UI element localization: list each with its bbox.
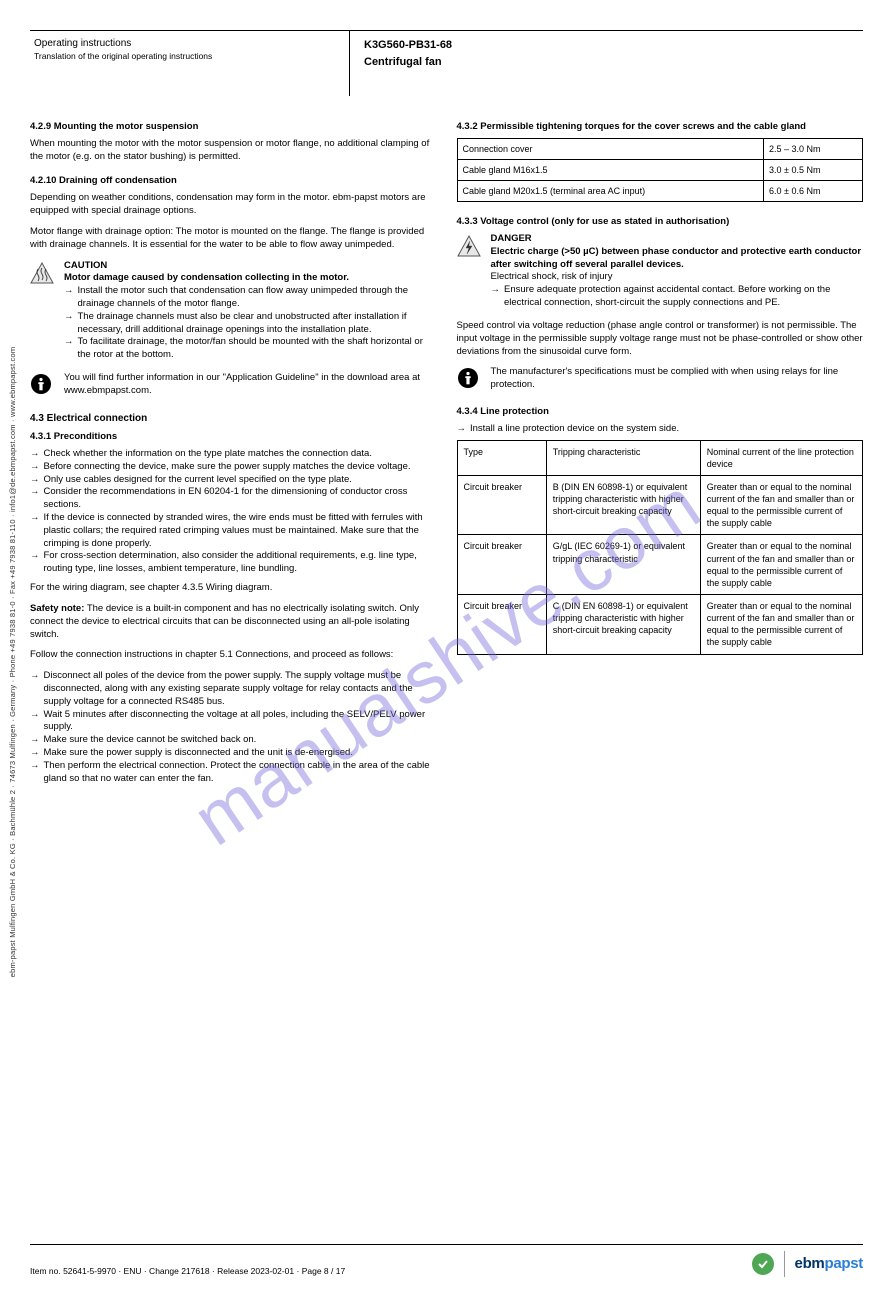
heading-433: 4.3.3 Voltage control (only for use as s…	[457, 216, 864, 229]
danger-sub: Electrical shock, risk of injury	[491, 271, 864, 284]
danger-title: Electric charge (>50 µC) between phase c…	[491, 246, 864, 272]
table-row: Cable gland M16x1.53.0 ± 0.5 Nm	[457, 159, 863, 180]
header-left: Operating instructions Translation of th…	[30, 31, 350, 96]
logo-ebm-part: ebm	[795, 1255, 825, 1272]
cell: C (DIN EN 60898-1) or equivalent trippin…	[546, 595, 700, 655]
green-tech-badge-icon	[752, 1253, 774, 1275]
hot-surface-icon	[30, 260, 56, 363]
cell: 3.0 ± 0.5 Nm	[764, 159, 863, 180]
table-row: Circuit breaker G/gL (IEC 60269-1) or eq…	[457, 535, 863, 595]
precond-4: Consider the recommendations in EN 60204…	[44, 486, 437, 512]
cell: Circuit breaker	[457, 595, 546, 655]
precond-5: If the device is connected by stranded w…	[44, 512, 437, 550]
cell: 2.5 – 3.0 Nm	[764, 138, 863, 159]
side-publisher-text: ebm-papst Mulfingen GmbH & Co. KG · Bach…	[8, 346, 18, 977]
footer-left-text: Item no. 52641-5-9970 · ENU · Change 217…	[30, 1266, 345, 1277]
header-right: K3G560-PB31-68 Centrifugal fan	[350, 31, 863, 96]
note-text-1: You will find further information in our…	[64, 372, 437, 398]
lineprot-arrow: Install a line protection device on the …	[470, 423, 679, 436]
para-433: Speed control via voltage reduction (pha…	[457, 320, 864, 358]
cell: Greater than or equal to the nominal cur…	[700, 595, 862, 655]
right-column: 4.3.2 Permissible tightening torques for…	[457, 121, 864, 785]
info-icon	[457, 366, 483, 392]
cell: Greater than or equal to the nominal cur…	[700, 475, 862, 535]
cell: Connection cover	[457, 138, 764, 159]
table-row: Type Tripping characteristic Nominal cur…	[457, 440, 863, 475]
follow-1: Disconnect all poles of the device from …	[44, 670, 437, 708]
precond-2: Before connecting the device, make sure …	[44, 461, 411, 474]
header-product-name: Centrifugal fan	[364, 54, 853, 71]
cell: G/gL (IEC 60269-1) or equivalent trippin…	[546, 535, 700, 595]
install-note: The device is a built-in component and h…	[30, 603, 419, 640]
heading-432: 4.3.2 Permissible tightening torques for…	[457, 121, 864, 134]
footer-right: ebmpapst	[752, 1251, 863, 1277]
safety-note-label: Safety note:	[30, 603, 84, 614]
follow-4: Make sure the power supply is disconnect…	[44, 747, 353, 760]
logo-papst-part: papst	[824, 1255, 863, 1272]
cell: Circuit breaker	[457, 535, 546, 595]
danger-label: DANGER	[491, 233, 864, 246]
danger-block: DANGER Electric charge (>50 µC) between …	[457, 233, 864, 310]
heading-431: 4.3.1 Preconditions	[30, 431, 437, 444]
wiring-ref: For the wiring diagram, see chapter 4.3.…	[30, 582, 437, 595]
heading-434: 4.3.4 Line protection	[457, 406, 864, 419]
heading-429: 4.2.9 Mounting the motor suspension	[30, 121, 437, 134]
header-left-line2: Translation of the original operating in…	[34, 51, 339, 63]
follow-3: Make sure the device cannot be switched …	[44, 734, 257, 747]
table-row: Circuit breaker B (DIN EN 60898-1) or eq…	[457, 475, 863, 535]
info-icon	[30, 372, 56, 398]
caution-label: CAUTION	[64, 260, 437, 273]
cell: B (DIN EN 60898-1) or equivalent trippin…	[546, 475, 700, 535]
content-columns: 4.2.9 Mounting the motor suspension When…	[30, 121, 863, 785]
heading-43: 4.3 Electrical connection	[30, 412, 437, 426]
footer-separator	[784, 1251, 785, 1277]
cell: Greater than or equal to the nominal cur…	[700, 535, 862, 595]
table-row: Cable gland M20x1.5 (terminal area AC in…	[457, 181, 863, 202]
cell: Cable gland M16x1.5	[457, 159, 764, 180]
follow-2: Wait 5 minutes after disconnecting the v…	[44, 709, 437, 735]
caution-arrow-2: The drainage channels must also be clear…	[78, 311, 437, 337]
caution-arrow-1: Install the motor such that condensation…	[78, 285, 437, 311]
note-text-2: The manufacturer's specifications must b…	[491, 366, 864, 392]
ebmpapst-logo: ebmpapst	[795, 1254, 863, 1274]
table-row: Connection cover2.5 – 3.0 Nm	[457, 138, 863, 159]
th: Type	[457, 440, 546, 475]
torque-table: Connection cover2.5 – 3.0 Nm Cable gland…	[457, 138, 864, 202]
th: Tripping characteristic	[546, 440, 700, 475]
precond-6: For cross-section determination, also co…	[44, 550, 437, 576]
follow-line: Follow the connection instructions in ch…	[30, 649, 437, 662]
shock-warning-icon	[457, 233, 483, 310]
caution-arrow-3: To facilitate drainage, the motor/fan sh…	[78, 336, 437, 362]
para-429: When mounting the motor with the motor s…	[30, 138, 437, 164]
note-block-1: You will find further information in our…	[30, 372, 437, 398]
para-4210-2: Motor flange with drainage option: The m…	[30, 226, 437, 252]
header-product-code: K3G560-PB31-68	[364, 37, 853, 54]
precond-1: Check whether the information on the typ…	[44, 448, 372, 461]
follow-5: Then perform the electrical connection. …	[44, 760, 437, 786]
cell: 6.0 ± 0.6 Nm	[764, 181, 863, 202]
left-column: 4.2.9 Mounting the motor suspension When…	[30, 121, 437, 785]
th: Nominal current of the line protection d…	[700, 440, 862, 475]
cell: Cable gland M20x1.5 (terminal area AC in…	[457, 181, 764, 202]
cell: Circuit breaker	[457, 475, 546, 535]
protection-table: Type Tripping characteristic Nominal cur…	[457, 440, 864, 655]
precond-3: Only use cables designed for the current…	[44, 474, 352, 487]
header-left-line1: Operating instructions	[34, 37, 339, 51]
caution-title: Motor damage caused by condensation coll…	[64, 272, 437, 285]
para-4210-1: Depending on weather conditions, condens…	[30, 192, 437, 218]
page-header: Operating instructions Translation of th…	[30, 31, 863, 96]
danger-arrow-1: Ensure adequate protection against accid…	[504, 284, 863, 310]
note-block-2: The manufacturer's specifications must b…	[457, 366, 864, 392]
page-footer: Item no. 52641-5-9970 · ENU · Change 217…	[30, 1244, 863, 1277]
caution-block: CAUTION Motor damage caused by condensat…	[30, 260, 437, 363]
table-row: Circuit breaker C (DIN EN 60898-1) or eq…	[457, 595, 863, 655]
heading-4210: 4.2.10 Draining off condensation	[30, 175, 437, 188]
